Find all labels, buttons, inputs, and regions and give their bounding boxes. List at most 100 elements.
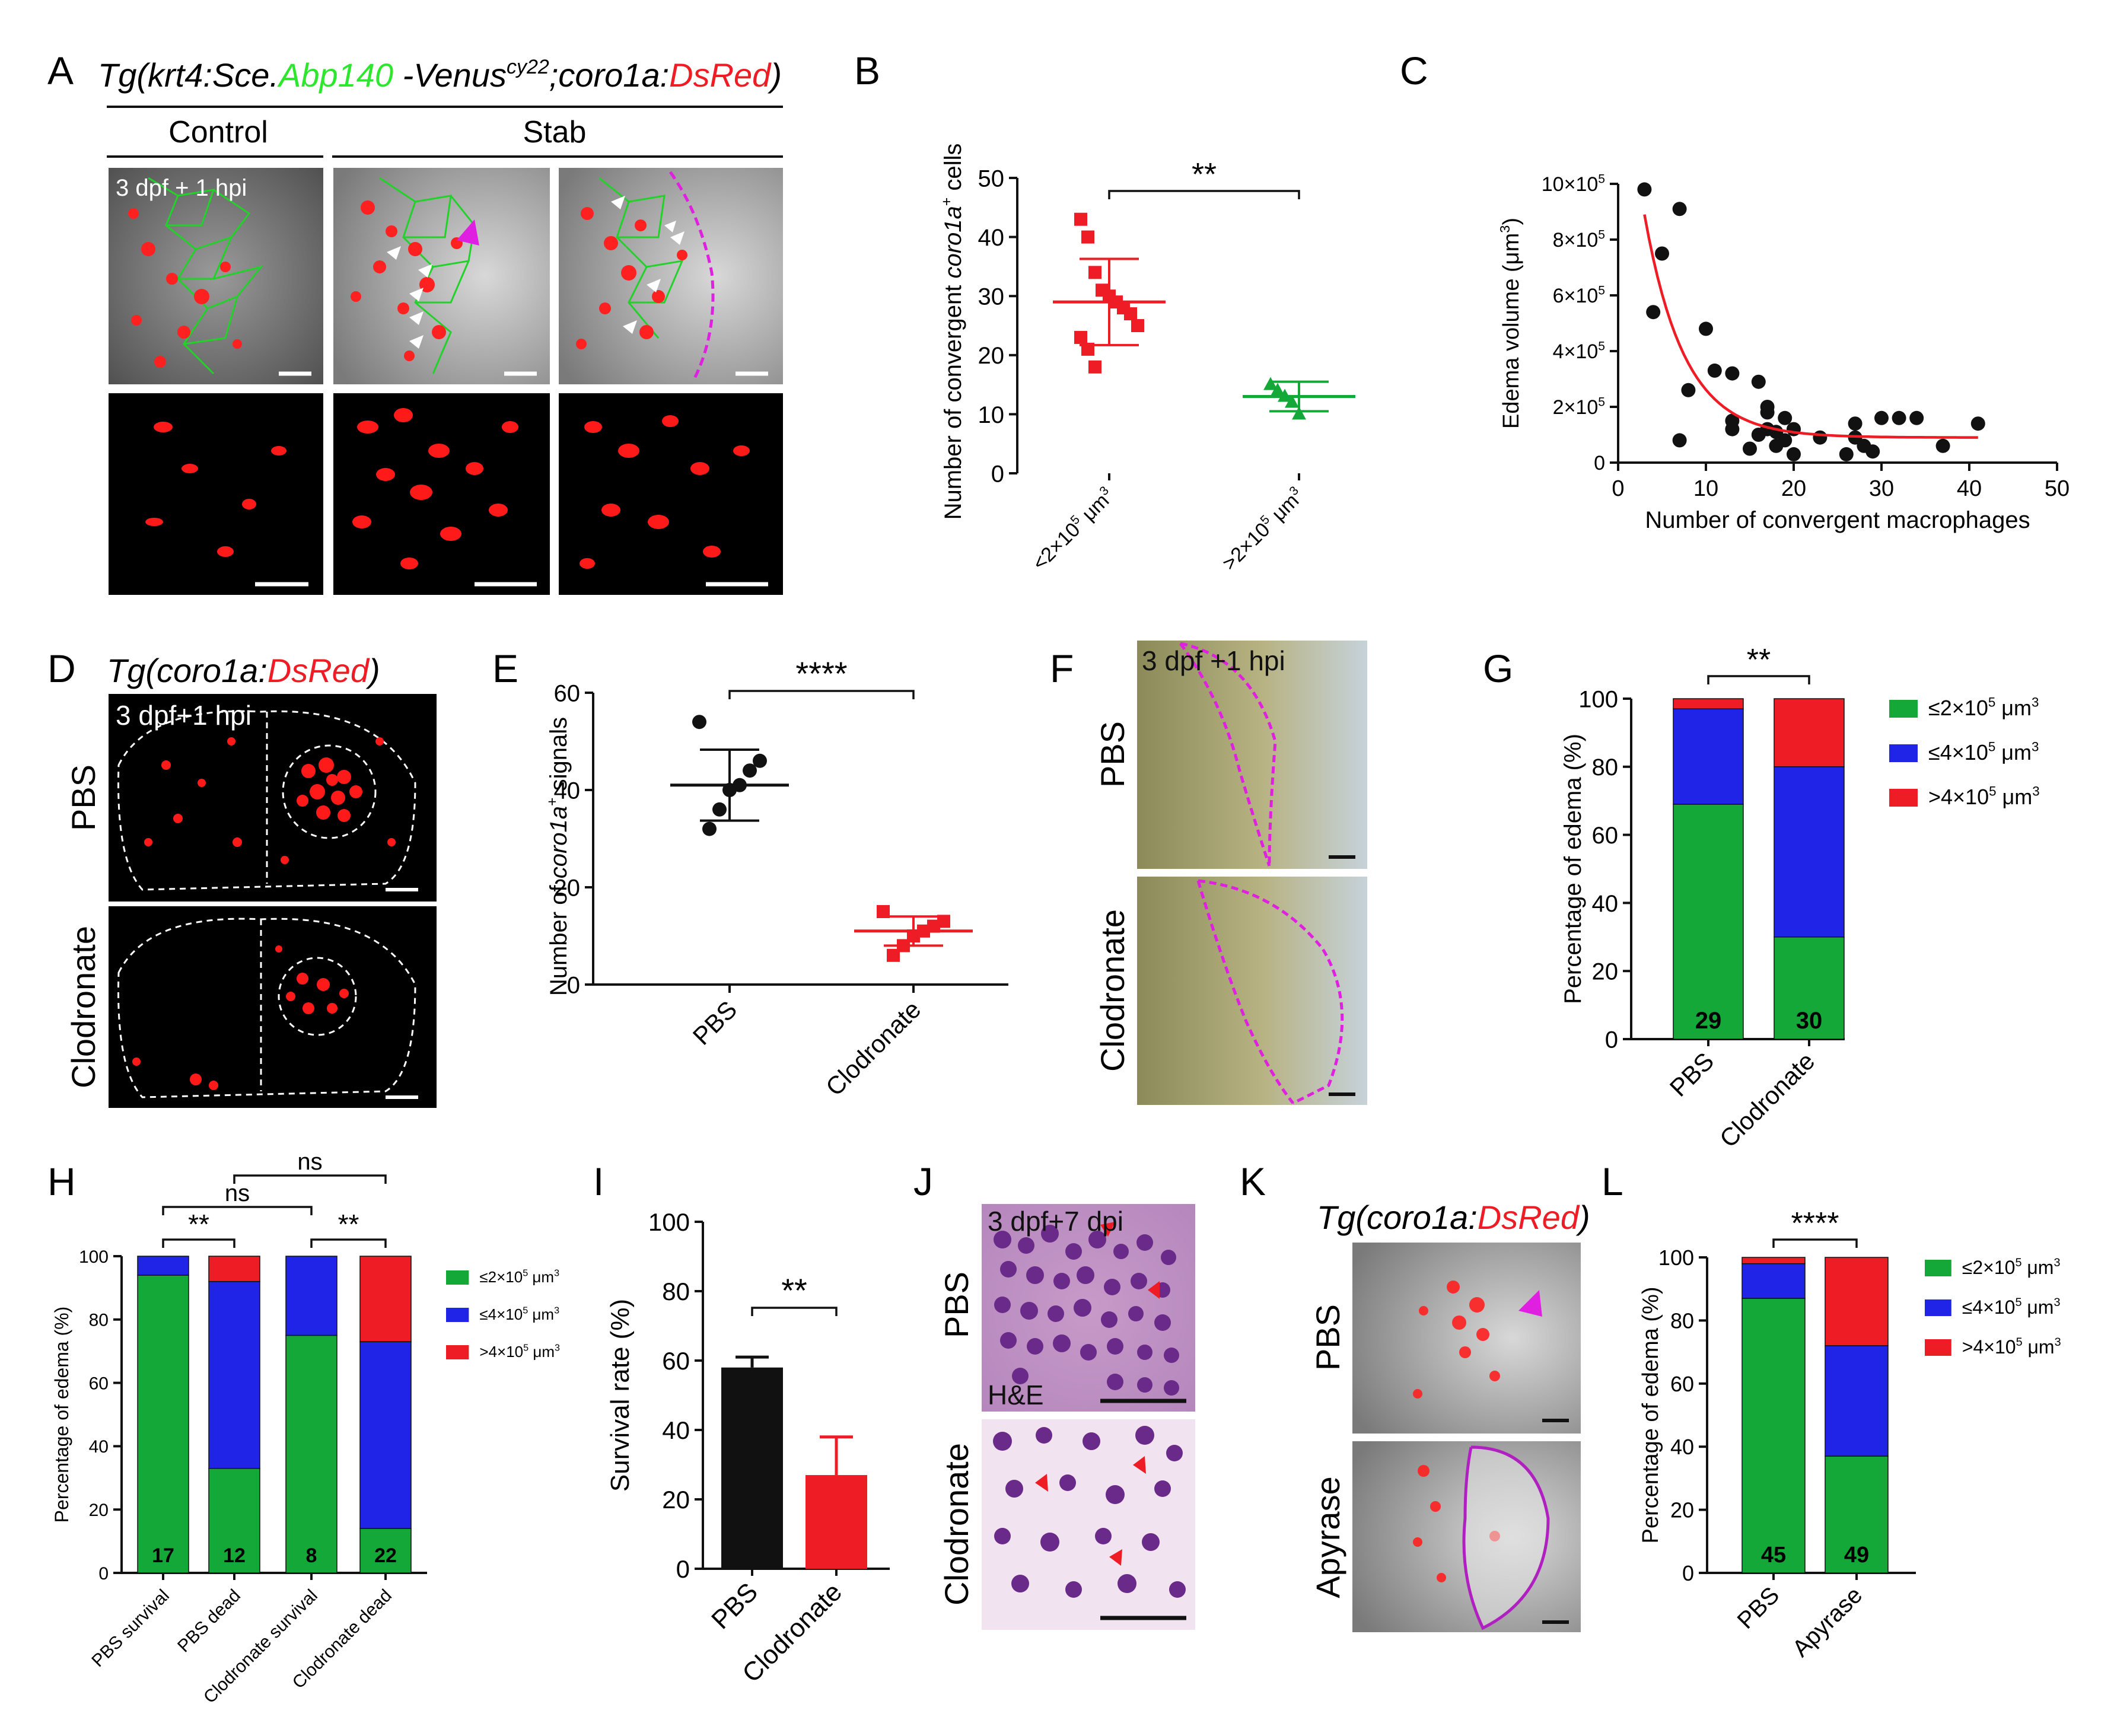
green-cell-mesh [379,177,476,374]
data-point [887,948,900,962]
legend-swatch [446,1308,469,1322]
y-tick-label: 80 [1592,754,1619,781]
y-tick-label: 40 [662,1416,690,1444]
y-tick-label: 6×105 [1553,284,1605,308]
x-tick-label: <2×105 μm3 [1027,484,1118,575]
panel-d-title: Tg(coro1a:DsRed) [107,652,380,689]
bar-segment [1741,1263,1806,1299]
edema-outline [1196,880,1294,1104]
y-tick-label: 40 [978,225,1005,251]
y-tick-label: 40 [1670,1435,1694,1459]
y-tick-label: 100 [1658,1246,1694,1270]
bar-segment [1825,1455,1889,1573]
y-tick-label: 0 [1682,1561,1694,1585]
title-part-red: DsRed [669,56,772,94]
x-tick-label: 30 [1869,476,1894,501]
data-point [1874,410,1889,425]
bar-segment [1741,1257,1806,1264]
data-point [1074,212,1087,226]
y-tick-label: 60 [1592,823,1619,849]
panel-letter-f: F [1050,646,1074,690]
bar-segment [359,1256,412,1342]
panel-letter: C [1400,49,1428,93]
bar-segment [1673,804,1744,1040]
label-part: μm [1997,785,2033,809]
label-part: 5 [1988,740,1995,754]
y-tick-label: 80 [1670,1308,1694,1333]
x-tick-label: PBS [1733,1582,1785,1634]
bar-segment [1774,698,1845,767]
label-part: Percentage of edema (%) [51,1307,72,1523]
label-part: μm [528,1343,555,1361]
row-label-clodronate: Clodronate [1094,909,1131,1072]
data-point [743,763,757,778]
y-tick-label: 80 [89,1311,109,1330]
label-part: coro1a [546,806,572,878]
significance-bracket [162,1206,313,1215]
label-part: <2×10 [1028,518,1084,575]
label-part: 5 [1598,284,1605,298]
y-tick-label: 20 [662,1486,690,1514]
significance-bracket [162,1238,235,1248]
label-part: ≤4×10 [479,1305,523,1323]
legend-swatch [1925,1339,1951,1356]
timepoint-label: 3 dpf + 1 hpi [116,175,247,201]
panel-letter: L [1602,1160,1623,1203]
label-part: ≤2×10 [1928,696,1988,720]
bar-segment [1825,1345,1889,1457]
label-part: μm [2023,1336,2055,1358]
label-part: ≤4×10 [1928,740,1988,765]
panel-j: J 3 dpf+7 dpi H&E PBS Clodronate [913,1160,1195,1630]
data-point [1725,366,1740,381]
y-tick-label: 100 [1578,686,1618,712]
significance-bracket [1108,190,1300,199]
x-tick-label: PBS survival [88,1586,173,1671]
title-part: Tg(coro1a: [107,652,268,689]
significance-label: **** [1791,1206,1839,1241]
data-point [1935,438,1950,453]
bar [721,1367,783,1569]
n-label: 8 [306,1544,317,1567]
bar-segment [208,1256,260,1282]
panel-f: F 3 dpf +1 hpi PBS Clodronate [1050,641,1367,1105]
x-axis-label: Number of convergent macrophages [1645,507,2030,533]
label-part: >4×10 [1928,785,1989,809]
data-point [1081,230,1094,244]
magenta-arrowhead [1518,1290,1542,1317]
label-part: Number of convergent [940,279,966,520]
bar-segment [1673,708,1744,805]
legend-label: ≤4×105 μm3 [479,1305,559,1323]
data-point [1892,410,1906,425]
legend-label: ≤4×105 μm3 [1928,740,2039,765]
panel-k-title: Tg(coro1a:DsRed) [1317,1199,1590,1236]
significance-label: ns [225,1180,250,1206]
label-part: 3 [2032,695,2039,710]
data-point [702,821,717,836]
significance-bracket [728,690,915,699]
title-part-green: Abp140 [277,56,393,94]
label-part: signals [546,717,572,798]
chart-g: G 0 20 40 60 80 100 Percentage of edema (%) 29 PB… [1483,643,2040,1153]
label-part: 4×10 [1553,340,1599,363]
head-outline [117,918,416,1098]
label-part: μm [2021,1257,2053,1278]
label-part: ) [1499,218,1524,225]
label-part: Number of [546,878,572,996]
red-cells [128,200,687,368]
y-tick-label: 40 [1592,891,1619,917]
y-axis-label: Number of convergent coro1a+ cells [939,144,966,520]
significance-bracket [1772,1238,1858,1248]
data-point [1725,413,1740,428]
data-point [1865,444,1880,459]
x-tick-label: Clodronate [820,995,927,1101]
title-part: -Venus [393,56,507,94]
bar-segment [359,1341,412,1529]
label-part: 3 [2053,1296,2060,1309]
row-label-pbs: PBS [938,1272,975,1338]
y-tick-label: 0 [1594,452,1605,474]
data-point [1088,360,1101,374]
timepoint-label: 3 dpf+1 hpi [116,700,251,731]
micrograph-pbs [1352,1243,1581,1434]
y-tick-label: 0 [98,1564,109,1584]
